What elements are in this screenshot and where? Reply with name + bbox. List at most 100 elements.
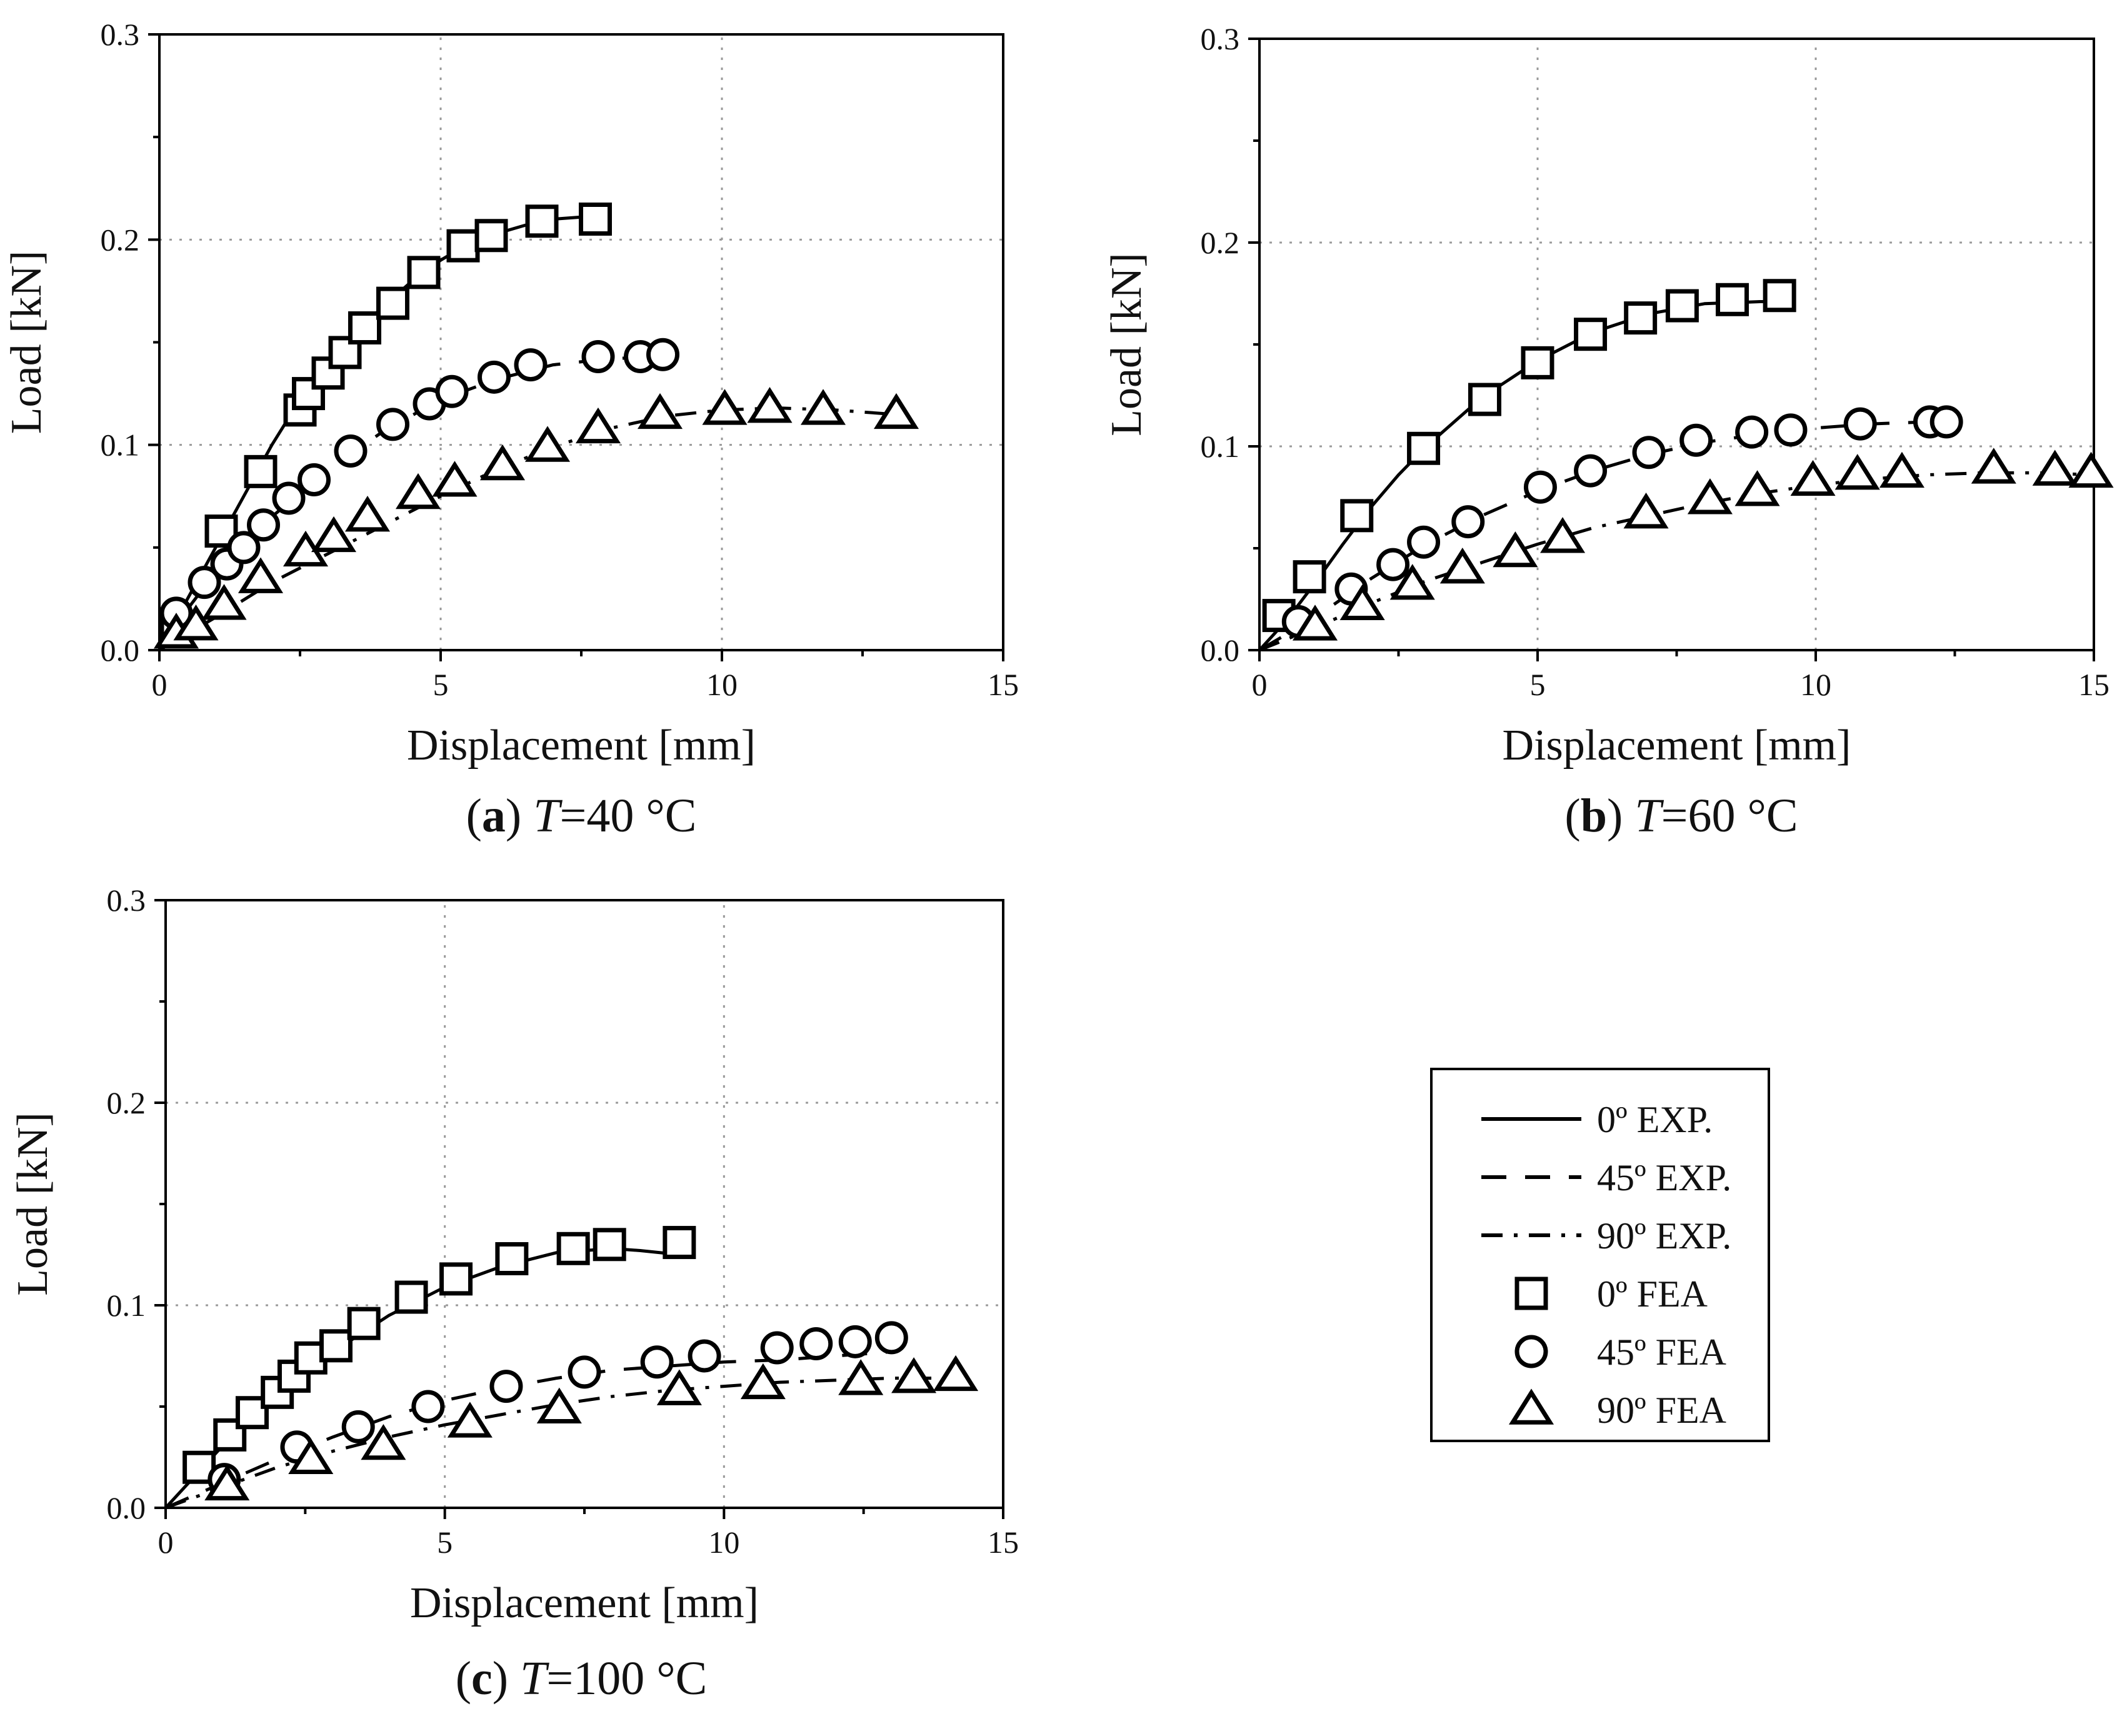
- y-axis-title: Load [kN]: [1103, 253, 1151, 436]
- x-tick-label: 0: [152, 667, 168, 702]
- data-point-square: [1665, 289, 1699, 323]
- data-point-square: [593, 1228, 626, 1262]
- series-line-dashed: [1259, 420, 1928, 650]
- data-point-triangle: [2068, 451, 2114, 488]
- x-axis-title: Displacement [mm]: [1503, 721, 1851, 770]
- data-point-triangle: [740, 1363, 786, 1400]
- data-point-circle: [1774, 413, 1808, 447]
- data-point-triangle: [204, 1464, 250, 1501]
- data-point-square: [474, 219, 508, 253]
- y-tick-label: 0.3: [107, 883, 146, 918]
- data-point-triangle: [432, 461, 478, 497]
- data-point-circle: [874, 1321, 908, 1355]
- data-point-triangle: [873, 393, 919, 429]
- data-point-circle: [435, 374, 469, 408]
- data-point-square: [347, 1307, 381, 1340]
- x-tick-label: 15: [988, 667, 1019, 702]
- data-point-circle: [1632, 436, 1666, 469]
- data-point-circle: [334, 434, 368, 468]
- legend-label: 90º FEA: [1597, 1390, 1726, 1431]
- data-point-circle: [1523, 470, 1557, 504]
- data-point-circle: [411, 1390, 445, 1423]
- data-point-circle: [1679, 423, 1713, 457]
- data-point-triangle: [800, 389, 846, 425]
- data-point-triangle: [1493, 531, 1538, 568]
- legend-label: 45º FEA: [1597, 1332, 1726, 1373]
- data-point-square: [1624, 301, 1658, 335]
- data-point-triangle: [1879, 451, 1924, 488]
- y-tick-label: 0.2: [107, 1085, 146, 1120]
- data-point-circle: [838, 1325, 872, 1358]
- data-point-triangle: [1734, 470, 1780, 506]
- data-point-triangle: [575, 407, 621, 444]
- data-point-triangle: [656, 1369, 702, 1405]
- data-point-circle: [188, 566, 221, 600]
- y-axis-title: Load [kN]: [3, 251, 51, 434]
- data-point-square: [244, 454, 278, 488]
- legend: 0º EXP. 45º EXP. 90º EXP. 0º FEA 45º FEA 90º …: [1430, 1068, 1770, 1442]
- data-point-triangle: [536, 1387, 582, 1423]
- data-point-triangle: [288, 1438, 334, 1474]
- data-point-circle: [1929, 405, 1963, 439]
- y-tick-label: 0.1: [101, 428, 140, 463]
- data-point-square: [1521, 346, 1554, 379]
- data-point-circle: [688, 1339, 721, 1373]
- data-point-square: [1468, 383, 1501, 416]
- data-point-triangle: [1339, 584, 1385, 621]
- data-point-circle: [272, 481, 306, 515]
- y-tick-label: 0.1: [1201, 429, 1240, 464]
- data-point-square: [394, 1280, 428, 1314]
- x-tick-label: 0: [158, 1525, 174, 1560]
- data-point-square: [407, 256, 441, 289]
- y-tick-label: 0.0: [101, 633, 140, 668]
- data-point-triangle: [1687, 478, 1733, 514]
- data-point-triangle: [201, 584, 247, 620]
- data-point-circle: [376, 408, 409, 441]
- data-point-triangle: [838, 1359, 884, 1395]
- data-point-square: [1763, 279, 1796, 313]
- data-point-triangle: [1790, 459, 1836, 496]
- data-point-triangle: [891, 1357, 937, 1393]
- data-point-square: [204, 514, 238, 548]
- legend-label: 0º FEA: [1597, 1273, 1708, 1315]
- panel-caption: (a) T=40 °C: [466, 790, 697, 842]
- data-point-circle: [1735, 415, 1769, 449]
- data-point-circle: [247, 508, 280, 542]
- y-tick-label: 0.2: [101, 222, 140, 257]
- data-point-circle: [1407, 525, 1441, 559]
- legend-label: 45º EXP.: [1597, 1157, 1731, 1198]
- data-point-triangle: [1389, 564, 1435, 600]
- data-point-triangle: [702, 389, 748, 425]
- data-point-square: [213, 1418, 247, 1452]
- data-point-circle: [640, 1345, 674, 1379]
- data-point-circle: [646, 338, 679, 371]
- data-point-square: [1407, 431, 1441, 465]
- panel-c: 0 5 10 15 0.0 0.1 0.2 0.3 Displacement [mm] Load …: [9, 883, 1019, 1705]
- data-point-square: [446, 229, 480, 263]
- data-point-triangle: [479, 444, 526, 481]
- data-point-circle: [1376, 548, 1410, 581]
- data-point-square: [277, 1359, 311, 1393]
- data-point-square: [556, 1232, 590, 1265]
- data-point-circle: [341, 1410, 375, 1443]
- y-tick-label: 0.3: [1201, 21, 1240, 56]
- data-point-triangle: [524, 426, 571, 462]
- y-tick-label: 0.0: [1201, 633, 1240, 668]
- data-point-square: [495, 1242, 529, 1275]
- x-tick-label: 0: [1252, 667, 1268, 702]
- data-point-triangle: [344, 496, 391, 532]
- y-tick-label: 0.3: [101, 17, 140, 52]
- data-point-circle: [581, 339, 615, 373]
- data-point-circle: [489, 1370, 523, 1403]
- data-point-triangle: [2032, 449, 2078, 486]
- x-tick-label: 15: [988, 1525, 1019, 1560]
- legend-label: 90º EXP.: [1597, 1215, 1731, 1257]
- data-point-triangle: [361, 1423, 406, 1460]
- data-point-square: [376, 286, 409, 320]
- x-tick-label: 5: [433, 667, 449, 702]
- data-point-triangle: [1623, 493, 1669, 529]
- data-point-square: [1340, 499, 1374, 533]
- panel-caption: (b) T=60 °C: [1564, 790, 1798, 842]
- series-line-dashdot: [159, 406, 891, 650]
- x-tick-label: 10: [1800, 667, 1831, 702]
